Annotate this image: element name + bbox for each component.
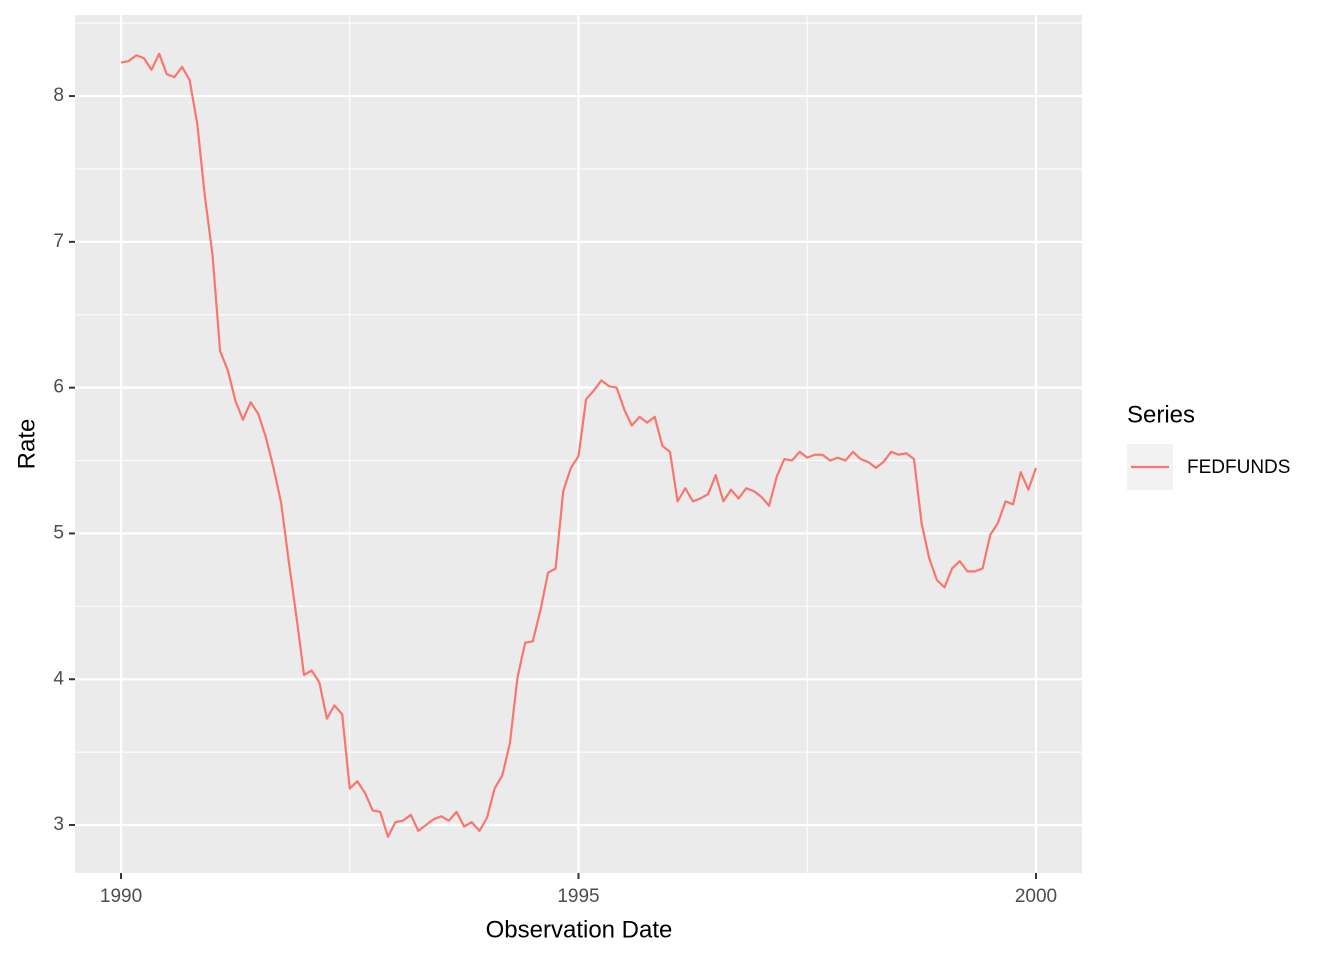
x-tick-label: 1990 [100,886,142,907]
legend-label: FEDFUNDS [1187,457,1290,478]
legend-title: Series [1127,401,1195,428]
y-tick-label: 5 [53,522,64,543]
y-tick-label: 4 [53,668,64,689]
y-axis-title: Rate [13,419,40,470]
y-tick-label: 3 [53,814,64,835]
y-tick-label: 6 [53,377,64,398]
x-tick-label: 2000 [1015,886,1057,907]
data-line [120,52,1038,838]
x-tick-label: 1995 [557,886,599,907]
y-tick-label: 8 [53,85,64,106]
y-tick-label: 7 [53,231,64,252]
x-axis-title: Observation Date [486,916,673,943]
